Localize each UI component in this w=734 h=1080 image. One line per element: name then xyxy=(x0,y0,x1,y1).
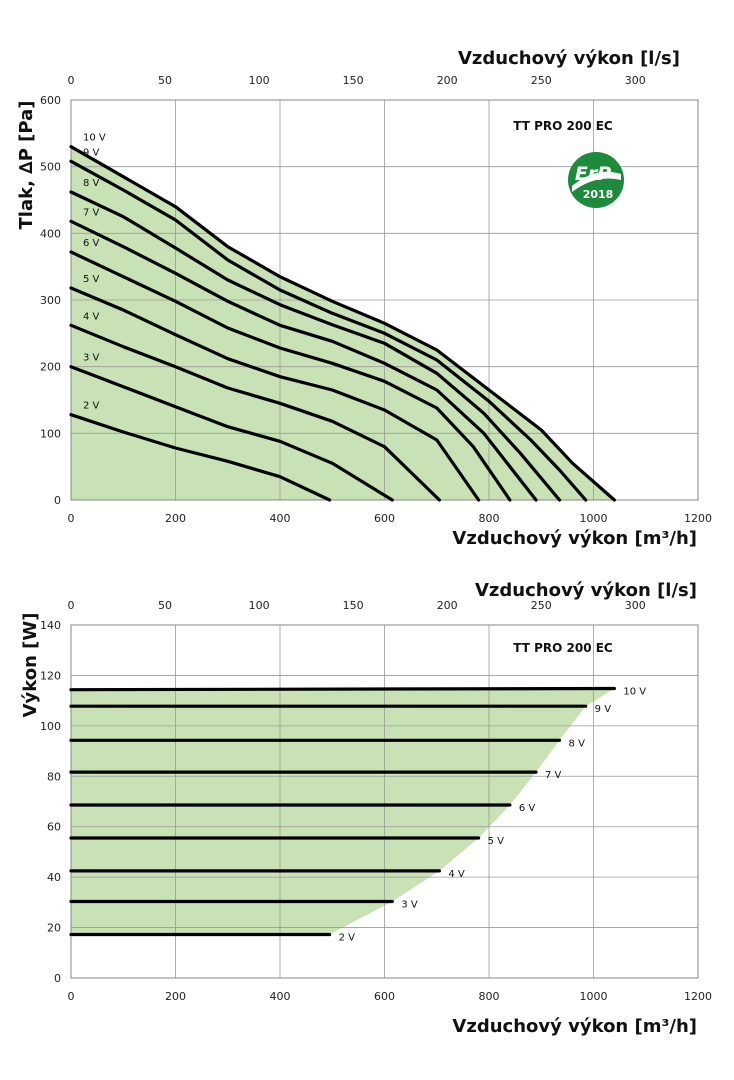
pressure-y-tick-label: 100 xyxy=(40,427,61,440)
power-top-tick-label: 300 xyxy=(625,599,646,612)
erp-badge-year: 2018 xyxy=(583,188,614,201)
pressure-curves xyxy=(69,145,616,502)
pressure-curve-label: 4 V xyxy=(83,311,100,322)
pressure-top-axis-title: Vzduchový výkon [l/s] xyxy=(458,48,680,69)
pressure-curve-labels: 10 V 9 V 8 V 7 V 6 V 5 V 4 V 3 V 2 V xyxy=(83,133,106,412)
power-y-tick-label: 40 xyxy=(47,871,61,884)
power-curve-label: 3 V xyxy=(401,900,418,911)
pressure-bottom-axis-title: Vzduchový výkon [m³/h] xyxy=(452,528,697,549)
power-bottom-axis-title: Vzduchový výkon [m³/h] xyxy=(452,1016,697,1037)
pressure-curve-label: 8 V xyxy=(83,178,100,189)
pressure-curve-9v xyxy=(69,159,588,502)
power-y-tick-label: 80 xyxy=(47,770,61,783)
erp-badge: ErP 2018 xyxy=(568,152,624,208)
power-model-label: TT PRO 200 EC xyxy=(513,641,613,655)
power-curve-label: 8 V xyxy=(569,738,586,749)
pressure-curve-label: 7 V xyxy=(83,207,100,218)
pressure-grid xyxy=(70,99,699,501)
pressure-y-tick-label: 400 xyxy=(40,227,61,240)
pressure-top-tick-label: 100 xyxy=(249,74,270,87)
power-curve-label: 7 V xyxy=(545,770,562,781)
pressure-top-tick-label: 300 xyxy=(625,74,646,87)
pressure-y-axis-title: Tlak, ∆P [Pa] xyxy=(16,101,37,230)
pressure-curve-4v xyxy=(69,323,441,502)
pressure-top-tick-label: 150 xyxy=(343,74,364,87)
power-curve-label: 6 V xyxy=(519,803,536,814)
pressure-curve-label: 2 V xyxy=(83,401,100,412)
pressure-ticks: 0 200 400 600 800 1000 12000100200300400500600… xyxy=(40,74,712,525)
pressure-chart: 0 200 400 600 800 1000 12000100200300400500600… xyxy=(16,48,712,549)
pressure-model-label: TT PRO 200 EC xyxy=(513,119,613,133)
power-curve-label: 2 V xyxy=(339,932,356,943)
power-y-tick-label: 60 xyxy=(47,821,61,834)
power-top-tick-label: 50 xyxy=(158,599,172,612)
power-x-tick-label: 200 xyxy=(165,990,186,1003)
power-y-tick-label: 100 xyxy=(40,720,61,733)
power-x-tick-label: 600 xyxy=(374,990,395,1003)
power-curves xyxy=(69,686,616,937)
pressure-y-tick-label: 300 xyxy=(40,294,61,307)
power-x-tick-label: 400 xyxy=(270,990,291,1003)
pressure-top-tick-label: 200 xyxy=(437,74,458,87)
power-x-tick-label: 1200 xyxy=(684,990,712,1003)
power-ticks: 0 200 400 600 800 1000 1200 0 20 40 60 80 100 120 140 0… xyxy=(40,599,712,1003)
pressure-x-tick-label: 200 xyxy=(165,512,186,525)
power-curve-label: 5 V xyxy=(488,836,505,847)
pressure-curve-label: 5 V xyxy=(83,274,100,285)
pressure-curve-label: 10 V xyxy=(83,133,106,144)
power-curve-label: 9 V xyxy=(595,704,612,715)
pressure-plot-frame xyxy=(70,99,699,501)
power-top-tick-label: 250 xyxy=(531,599,552,612)
power-top-axis-title: Vzduchový výkon [l/s] xyxy=(475,580,697,601)
pressure-top-tick-label: 50 xyxy=(158,74,172,87)
power-top-tick-label: 0 xyxy=(68,599,75,612)
pressure-x-tick-label: 1200 xyxy=(684,512,712,525)
pressure-x-tick-label: 400 xyxy=(270,512,291,525)
erp-badge-text: ErP xyxy=(575,163,611,185)
power-y-tick-label: 120 xyxy=(40,669,61,682)
pressure-x-tick-label: 0 xyxy=(68,512,75,525)
power-y-tick-label: 140 xyxy=(40,619,61,632)
power-curve-label: 10 V xyxy=(623,687,646,698)
power-top-tick-label: 150 xyxy=(343,599,364,612)
pressure-y-tick-label: 0 xyxy=(54,494,61,507)
power-top-tick-label: 100 xyxy=(249,599,270,612)
pressure-top-tick-label: 250 xyxy=(531,74,552,87)
power-x-tick-label: 1000 xyxy=(580,990,608,1003)
pressure-curve-2v xyxy=(69,413,332,502)
power-y-axis-title: Výkon [W] xyxy=(20,613,41,718)
pressure-operating-area xyxy=(71,146,615,500)
pressure-top-tick-label: 0 xyxy=(68,74,75,87)
pressure-curve-3v xyxy=(69,365,394,502)
power-x-tick-label: 0 xyxy=(68,990,75,1003)
pressure-y-tick-label: 500 xyxy=(40,161,61,174)
power-y-tick-label: 20 xyxy=(47,922,61,935)
power-top-tick-label: 200 xyxy=(437,599,458,612)
pressure-curve-8v xyxy=(69,190,562,502)
pressure-curve-5v xyxy=(69,286,481,502)
pressure-curve-label: 6 V xyxy=(83,238,100,249)
pressure-curve-6v xyxy=(69,250,512,502)
pressure-curve-label: 3 V xyxy=(83,353,100,364)
pressure-x-tick-label: 1000 xyxy=(580,512,608,525)
power-chart: 0 200 400 600 800 1000 1200 0 20 40 60 80 100 120 140 0… xyxy=(20,580,712,1037)
power-curve-labels: 10 V 9 V 8 V 7 V 6 V 5 V 4 V 3 V 2 V xyxy=(339,687,647,944)
erp-badge-swoosh xyxy=(572,171,621,192)
power-plot-frame xyxy=(70,624,699,979)
pressure-curve-7v xyxy=(69,219,538,502)
pressure-y-tick-label: 200 xyxy=(40,361,61,374)
power-operating-area xyxy=(71,688,615,935)
power-x-tick-label: 800 xyxy=(479,990,500,1003)
pressure-curve-10v xyxy=(69,145,616,502)
power-y-tick-label: 0 xyxy=(54,972,61,985)
pressure-curve-label: 9 V xyxy=(83,147,100,158)
pressure-y-tick-label: 600 xyxy=(40,94,61,107)
power-curve-10v xyxy=(69,686,616,692)
power-curve-label: 4 V xyxy=(448,869,465,880)
pressure-x-tick-label: 600 xyxy=(374,512,395,525)
pressure-x-tick-label: 800 xyxy=(479,512,500,525)
